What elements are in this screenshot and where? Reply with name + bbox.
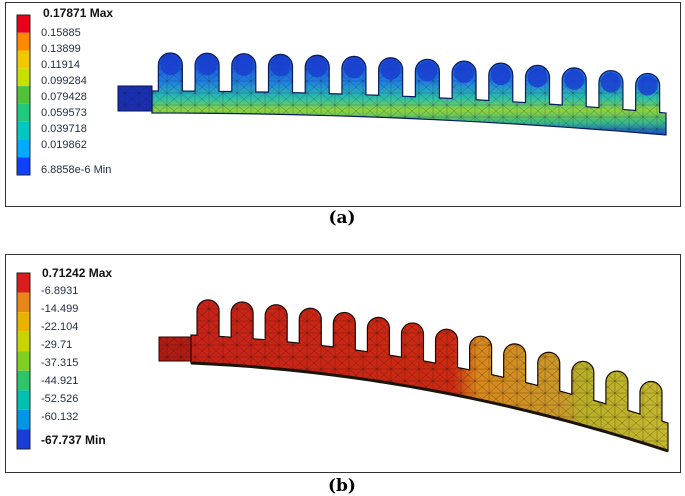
panel-b-legend-label-7: -52.526 (41, 393, 79, 405)
panel-a-legend-label-3: 0.11914 (41, 59, 80, 71)
panel-a-finger-tip (233, 55, 254, 76)
panel-b-canvas (16, 272, 669, 453)
panel-a-finger-tip (417, 61, 438, 82)
panel-a-finger-tip (454, 63, 475, 84)
panel-a-finger-tip (197, 55, 218, 76)
panel-a-legend-swatch-7 (17, 121, 30, 140)
panel-a-legend-label-1: 0.15885 (41, 27, 81, 39)
panel-b-legend-min-label: -67.737 Min (41, 433, 106, 447)
panel-a-finger-tip (380, 59, 401, 80)
panel-a-finger-tip (637, 75, 658, 96)
panel-b-legend-swatch-1 (17, 273, 30, 293)
panel-a-finger-tip (270, 56, 291, 77)
panel-b-legend-label-4: -29.71 (41, 339, 73, 351)
panel-b-legend-label-6: -44.921 (41, 375, 79, 387)
panel-a-finger-tip (600, 72, 621, 93)
panel-a-finger-tip (527, 67, 548, 88)
panel-a-legend-swatch-6 (17, 103, 30, 122)
panel-a-legend-swatch-8 (17, 139, 30, 158)
panel-a-deformation-plot: 0.17871 Max 0.15885 0.13899 0.11914 0.09… (5, 2, 681, 207)
panel-b-legend-swatch-8 (17, 409, 30, 430)
panel-b-legend-max-label: 0.71242 Max (42, 266, 113, 280)
panel-b-fixed-support (158, 336, 192, 362)
panel-a-legend-swatch-5 (17, 86, 30, 104)
panel-b-legend-label-1: -6.8931 (41, 285, 79, 297)
panel-b-caption: (b) (328, 476, 356, 496)
panel-b-legend-label-2: -14.499 (41, 303, 79, 315)
panel-b-legend-label-3: -22.104 (41, 321, 79, 333)
panel-a-legend-swatch-1 (17, 15, 30, 33)
panel-a-legend-label-7: 0.039718 (41, 123, 87, 135)
panel-b-stress-plot: 0.71242 Max -6.8931 -14.499 -22.104 -29.… (5, 254, 681, 473)
panel-a-legend-min-label: 6.8858e-6 Min (41, 164, 112, 176)
panel-a-caption: (a) (328, 208, 356, 228)
panel-b-legend-swatch-5 (17, 351, 30, 371)
panel-a-legend-swatch-9 (17, 157, 30, 175)
panel-a-soft-actuator-mesh (151, 52, 667, 136)
panel-b-legend-swatch-4 (17, 331, 30, 352)
panel-b-legend-swatch-6 (17, 370, 30, 391)
panel-b-bottom-layer (190, 361, 669, 453)
panel-a-finger-tip (160, 55, 181, 76)
panel-a-legend-swatch-3 (17, 50, 30, 69)
panel-a-canvas (16, 14, 667, 176)
panel-a-legend-label-6: 0.059573 (41, 107, 87, 119)
panel-b-legend-swatch-2 (17, 292, 30, 313)
panel-a-legend-swatch-4 (17, 68, 30, 87)
panel-a-finger-tip (490, 65, 511, 86)
panel-a-legend-label-5: 0.079428 (41, 91, 87, 103)
panel-b-legend-swatch-9 (17, 429, 30, 449)
panel-a-legend (16, 14, 31, 176)
panel-a-legend-swatch-2 (17, 32, 30, 51)
panel-a-finger-tip (307, 57, 328, 78)
panel-a-fixed-support (117, 85, 153, 112)
panel-a-finger-tip (343, 58, 364, 79)
panel-a-finger-tip (564, 69, 585, 90)
panel-b-legend-swatch-7 (17, 390, 30, 410)
panel-b-legend-swatch-3 (17, 312, 30, 332)
panel-b-legend-label-5: -37.315 (41, 357, 79, 369)
panel-b-soft-actuator-mesh (190, 299, 669, 453)
panel-a-legend-label-2: 0.13899 (41, 43, 81, 55)
panel-b-legend (16, 272, 31, 450)
panel-a-legend-max-label: 0.17871 Max (43, 6, 114, 20)
panel-b-legend-label-8: -60.132 (41, 411, 79, 423)
panel-a-legend-label-4: 0.099284 (41, 75, 87, 87)
panel-a-legend-label-8: 0.019862 (41, 139, 87, 151)
